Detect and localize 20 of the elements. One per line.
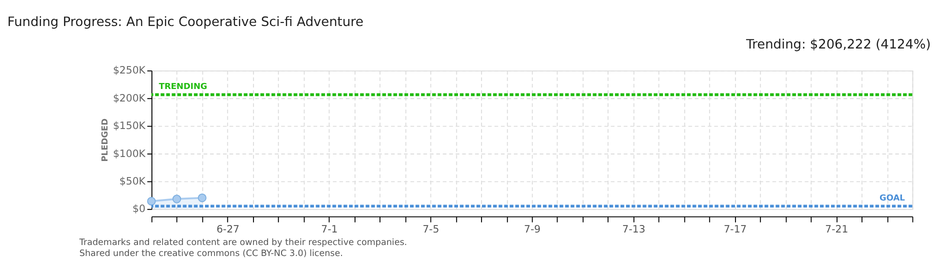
y-tick-label: $0: [132, 204, 146, 216]
x-tick-label: 7-13: [622, 224, 646, 236]
x-tick-label: 7-17: [724, 224, 747, 236]
ref-line-label: TRENDING: [158, 81, 208, 92]
x-tick-label: 7-9: [524, 224, 541, 236]
y-tick-label: $250K: [112, 66, 146, 77]
text: Trademarks and related content are owned by their respective companies.: [78, 238, 408, 248]
text: Trending: $206,222 (4124%): [745, 37, 931, 52]
y-tick-label: $100K: [112, 148, 146, 160]
x-tick-label: 7-21: [825, 224, 848, 236]
ref-line-label: GOAL: [880, 192, 906, 203]
x-tick-label: 6-27: [216, 224, 240, 236]
text: Shared under the creative commons (CC BY-NC 3.0) license.: [79, 249, 343, 260]
y-tick-label: $150K: [112, 121, 146, 132]
x-tick-label: 7-5: [422, 224, 440, 236]
x-tick-label: 7-1: [321, 224, 338, 236]
y-tick-label: $200K: [112, 93, 146, 104]
y-tick-label: $50K: [119, 176, 146, 188]
chart-title: Funding Progress: An Epic Cooperative Sci-fi Adventure: [7, 15, 364, 30]
y-axis-title: PLEDGED: [99, 118, 110, 162]
